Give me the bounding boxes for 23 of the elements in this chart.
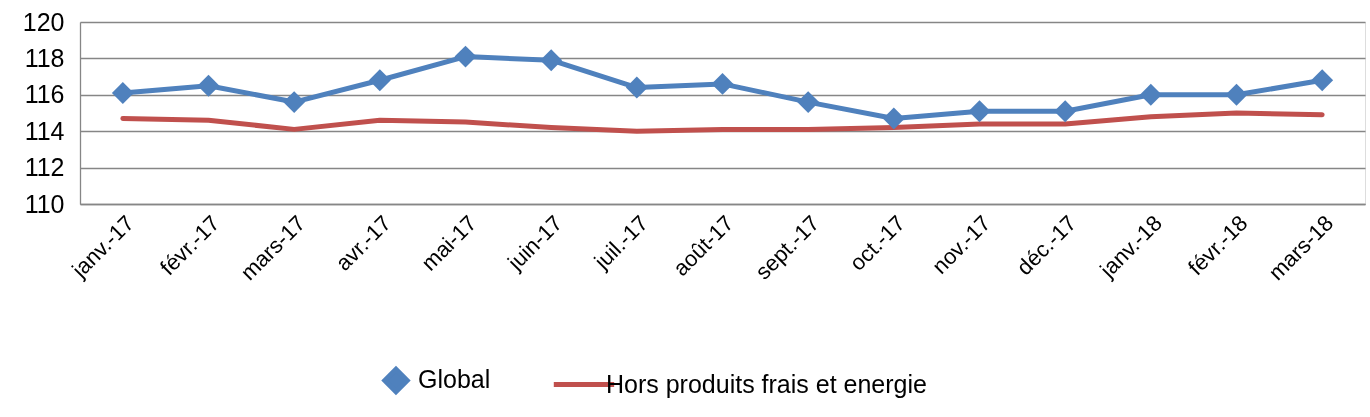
point	[882, 107, 905, 130]
point	[711, 72, 734, 95]
point	[283, 91, 306, 114]
y-tick-label: 120	[22, 7, 65, 36]
legend-label: Hors produits frais et energie	[605, 369, 927, 398]
point	[111, 82, 134, 104]
y-tick-label: 110	[24, 189, 65, 218]
point	[197, 74, 220, 97]
point	[1054, 100, 1077, 123]
point	[625, 76, 648, 99]
y-tick-label: 116	[24, 80, 65, 109]
point	[968, 100, 991, 123]
legend-label: Global	[417, 365, 491, 394]
point	[1139, 83, 1162, 106]
point	[540, 49, 563, 72]
point	[1311, 69, 1334, 92]
point	[1225, 83, 1248, 106]
y-tick-label: 114	[24, 116, 65, 145]
point	[368, 69, 391, 92]
point	[454, 45, 477, 68]
y-tick-label: 118	[24, 43, 65, 72]
point	[797, 91, 820, 114]
y-tick-label: 112	[24, 153, 65, 182]
